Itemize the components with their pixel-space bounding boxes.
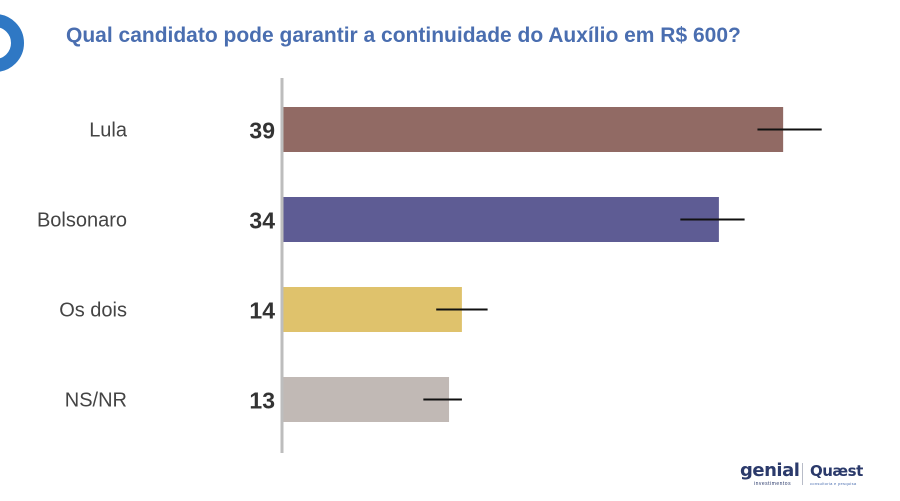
logo-divider	[802, 463, 803, 485]
chart-title: Qual candidato pode garantir a continuid…	[66, 24, 741, 47]
bar	[282, 107, 784, 152]
category-label: Bolsonaro	[37, 210, 127, 232]
bar	[282, 287, 462, 332]
value-label: 13	[249, 388, 275, 414]
quaest-logo-subtitle: consultoria e pesquisa	[810, 481, 857, 486]
bar	[282, 197, 719, 242]
value-label: 39	[249, 118, 275, 144]
quaest-logo: Quæst	[810, 462, 863, 480]
category-label: NS/NR	[65, 390, 127, 412]
genial-logo-subtitle: investimentos	[754, 481, 792, 487]
genial-logo: genial	[740, 460, 800, 481]
value-label: 14	[249, 298, 275, 324]
bar	[282, 377, 450, 422]
category-label: Os dois	[59, 300, 127, 322]
value-label: 34	[249, 208, 275, 234]
footer-logos: genial investimentos Quæst consultoria e…	[740, 460, 890, 492]
category-label: Lula	[89, 120, 128, 142]
